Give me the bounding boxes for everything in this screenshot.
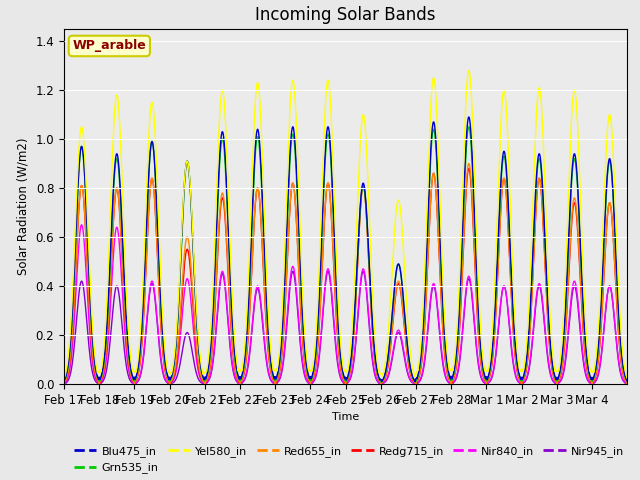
Grn535_in [388,312,396,317]
Nir840_in [78,222,86,228]
Nir840_in [276,372,284,378]
Text: WP_arable: WP_arable [72,39,146,52]
Red655_in [623,381,631,387]
Yel580_in [276,336,284,342]
Nir945_in [325,270,333,276]
Blu475_in [60,378,68,384]
Redg715_in [60,381,68,387]
Grn535_in [276,354,284,360]
Redg715_in [80,195,88,201]
Nir945_in [388,356,396,361]
Red655_in [465,161,472,167]
Nir945_in [60,381,68,387]
Nir840_in [80,234,88,240]
Yel580_in [465,68,472,73]
Nir840_in [325,267,333,273]
Yel580_in [404,314,412,320]
Nir945_in [276,374,284,380]
Blu475_in [388,312,396,317]
Red655_in [60,381,68,387]
Nir945_in [404,370,412,376]
Line: Red655_in: Red655_in [64,164,627,384]
Line: Nir945_in: Nir945_in [64,271,627,384]
Grn535_in [325,133,333,139]
Grn535_in [404,345,412,350]
Grn535_in [465,124,472,130]
Nir840_in [60,381,68,387]
Red655_in [80,194,88,200]
Blu475_in [276,350,284,356]
Grn535_in [623,379,631,384]
Grn535_in [60,378,68,384]
Legend: Blu475_in, Grn535_in, Yel580_in, Red655_in, Redg715_in, Nir840_in, Nir945_in: Blu475_in, Grn535_in, Yel580_in, Red655_… [70,442,629,478]
Blu475_in [80,156,88,162]
Y-axis label: Solar Radiation (W/m2): Solar Radiation (W/m2) [17,138,30,275]
Blu475_in [404,342,412,348]
Yel580_in [490,304,497,310]
Line: Blu475_in: Blu475_in [64,117,627,382]
Yel580_in [388,268,396,274]
Blu475_in [490,326,498,332]
Red655_in [404,351,412,357]
Redg715_in [465,166,472,171]
Red655_in [388,325,396,331]
Nir840_in [490,366,497,372]
Nir840_in [623,381,631,387]
Nir840_in [404,368,412,374]
Redg715_in [490,345,497,350]
Red655_in [325,182,333,188]
Title: Incoming Solar Bands: Incoming Solar Bands [255,6,436,24]
Line: Redg715_in: Redg715_in [64,168,627,384]
Redg715_in [623,381,631,387]
Grn535_in [377,380,385,385]
Blu475_in [623,378,631,384]
Nir945_in [490,368,497,373]
Yel580_in [80,136,88,142]
Redg715_in [276,364,284,370]
Red655_in [276,362,284,368]
Grn535_in [80,157,88,163]
Line: Yel580_in: Yel580_in [64,71,627,379]
Nir840_in [388,353,396,359]
Redg715_in [325,182,333,188]
Nir945_in [289,268,297,274]
Blu475_in [412,379,419,384]
Yel580_in [60,376,68,382]
Blu475_in [325,126,333,132]
Line: Grn535_in: Grn535_in [64,127,627,383]
Yel580_in [623,375,631,381]
Nir945_in [623,381,631,387]
Redg715_in [388,328,396,334]
Blu475_in [465,114,472,120]
Grn535_in [490,331,498,336]
Line: Nir840_in: Nir840_in [64,225,627,384]
X-axis label: Time: Time [332,412,359,422]
Red655_in [490,342,497,348]
Nir945_in [80,286,88,291]
Yel580_in [325,80,333,85]
Redg715_in [404,354,412,360]
